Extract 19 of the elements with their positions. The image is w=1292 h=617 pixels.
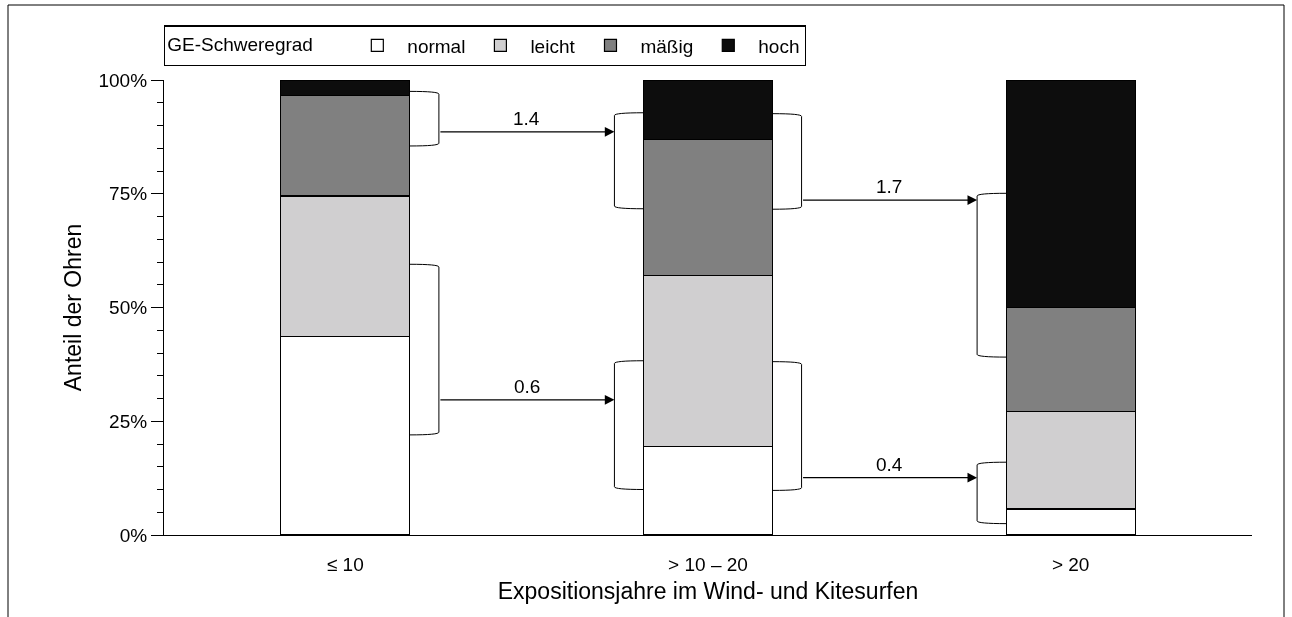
x-tick-label: > 10 – 20 [668, 553, 748, 575]
y-tick-label: 25% [109, 410, 148, 432]
y-tick-label: 100% [98, 69, 148, 91]
x-tick-label: > 20 [1051, 553, 1090, 575]
legend-label: mäßig [640, 35, 694, 57]
y-tick-label: 75% [109, 183, 148, 205]
y-tick-label: 0% [119, 524, 148, 546]
x-axis-title: Expositionsjahre im Wind- und Kitesurfen [497, 577, 919, 604]
x-tick-label: ≤ 10 [326, 553, 364, 575]
annotation: 1.7 [876, 176, 903, 197]
legend-label: hoch [758, 35, 800, 57]
legend-title: GE-Schweregrad [167, 34, 340, 56]
annotation: 0.4 [876, 454, 903, 475]
annotation: 1.4 [513, 108, 540, 129]
annotation: 0.6 [514, 376, 541, 397]
y-axis-title: Anteil der Ohren [59, 223, 86, 392]
y-tick-label: 50% [109, 297, 148, 319]
legend-label: leicht [530, 35, 576, 57]
legend-label: normal [407, 35, 466, 57]
